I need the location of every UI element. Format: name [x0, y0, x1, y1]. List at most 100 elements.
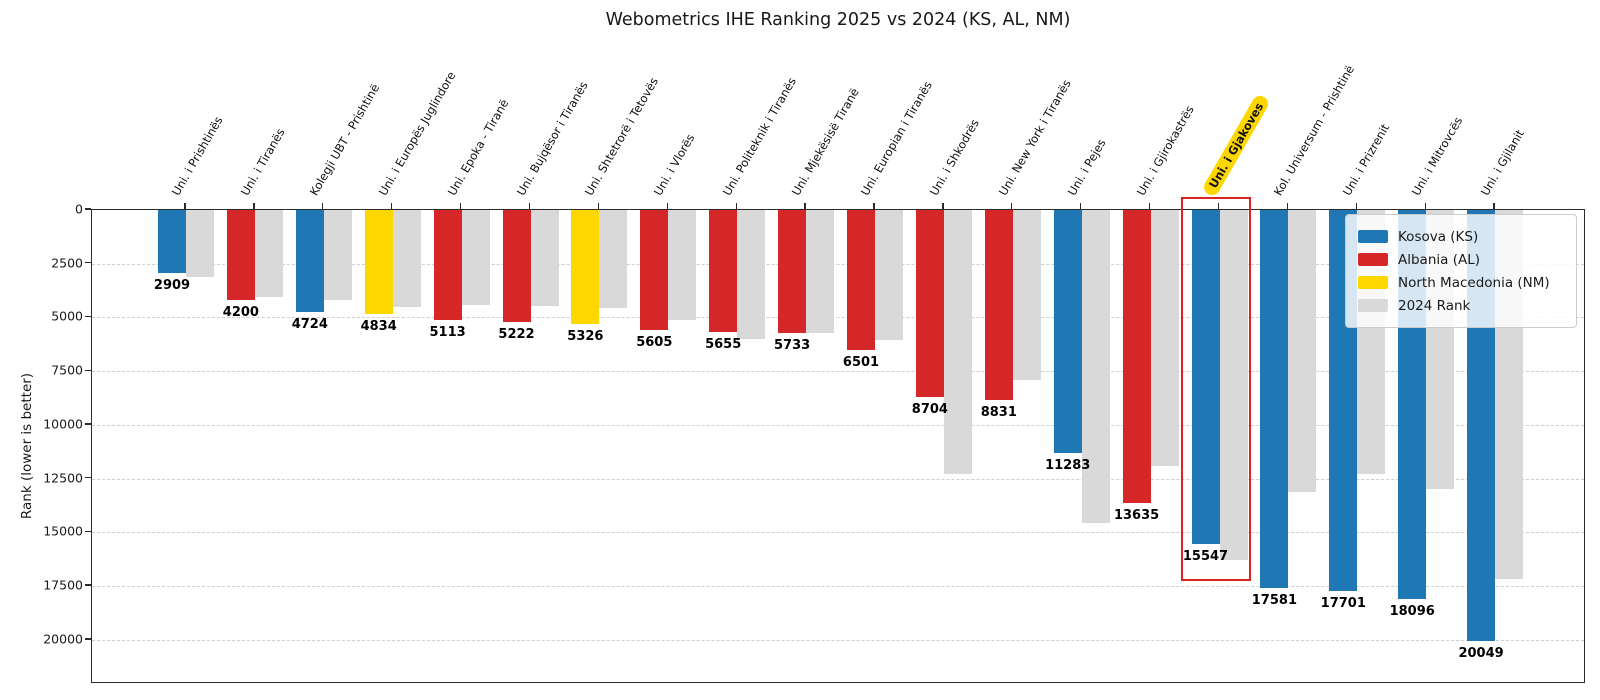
bar-2024-8 [737, 210, 766, 339]
x-tick-mark [1148, 203, 1151, 209]
bar-2024-5 [530, 210, 559, 306]
x-tick-mark [528, 203, 531, 209]
legend-row-0: Kosova (KS) [1358, 225, 1564, 248]
bar-2024-4 [461, 210, 490, 305]
bar-2025-al-14 [1122, 210, 1151, 504]
x-tick-mark [1011, 203, 1013, 209]
y-tick-label-20000: 20000 [43, 631, 83, 647]
x-tick-mark [1217, 203, 1220, 209]
y-tick-label-5000: 5000 [51, 308, 83, 324]
y-tick-label-10000: 10000 [43, 416, 83, 432]
y-tick-mark [85, 369, 91, 371]
x-tick-mark [459, 203, 462, 209]
value-label-9: 5733 [774, 338, 811, 354]
x-label-6: Uni. Shtetrorë i Tetovës [582, 74, 662, 198]
x-label-10: Uni. Europian i Tiranës [857, 78, 935, 198]
bar-2024-7 [668, 210, 697, 320]
y-tick-mark [85, 262, 91, 264]
x-label-4: Uni. Epoka - Tiranë [444, 96, 511, 198]
bar-2024-13 [1081, 210, 1110, 523]
x-label-8: Uni. Politeknik i Tiranës [720, 74, 800, 198]
bar-2025-al-1 [226, 210, 255, 301]
x-label-18: Uni. i Mitrovcës [1409, 114, 1466, 198]
legend-swatch-1 [1358, 253, 1388, 266]
bar-2024-0 [186, 210, 214, 277]
legend-row-2: North Macedonia (NM) [1358, 271, 1564, 294]
x-label-11: Uni. i Shkodrës [926, 116, 982, 198]
x-tick-mark [253, 203, 255, 209]
plot-area: 2909 4200 4724 4834 5113 5222 5326 5605 5655 5733… [91, 209, 1585, 683]
value-label-1: 4200 [222, 305, 259, 321]
value-label-6: 5326 [567, 329, 604, 345]
bar-2024-11 [943, 210, 972, 475]
y-tick-mark [85, 530, 91, 533]
y-tick-label-7500: 7500 [51, 362, 83, 378]
value-label-3: 4834 [360, 318, 397, 334]
gridline-20000 [92, 639, 1584, 641]
value-label-2: 4724 [291, 316, 328, 332]
x-label-16: Kol. Universum - Prishtinë [1271, 62, 1358, 198]
x-label-7: Uni. i Vlorës [651, 131, 698, 198]
x-tick-mark [1424, 203, 1426, 209]
legend-row-3: 2024 Rank [1358, 294, 1564, 317]
x-label-19: Uni. i Gjilanit [1477, 127, 1527, 198]
value-label-18: 18096 [1389, 604, 1435, 619]
chart-title: Webometrics IHE Ranking 2025 vs 2024 (KS… [605, 10, 1071, 30]
bar-2024-9 [806, 210, 835, 333]
bar-2024-6 [599, 210, 628, 308]
x-label-14: Uni. i Gjirokastrës [1133, 103, 1197, 198]
y-tick-mark [85, 208, 91, 210]
bar-2025-al-4 [433, 210, 462, 320]
legend-label-1: Albania (AL) [1398, 251, 1480, 268]
value-label-15: 15547 [1182, 549, 1229, 565]
bar-2025-nm-3 [364, 210, 393, 314]
x-label-17: Uni. i Prizrenit [1340, 121, 1393, 198]
y-tick-mark [85, 638, 91, 640]
bar-2025-al-12 [984, 210, 1013, 400]
x-tick-mark [1080, 203, 1082, 209]
value-label-4: 5113 [429, 324, 466, 340]
x-label-1: Uni. i Tiranës [237, 125, 288, 198]
y-tick-label-17500: 17500 [43, 577, 83, 593]
bar-2024-3 [392, 210, 421, 307]
x-label-0: Uni. i Prishtinës [168, 113, 226, 198]
x-tick-mark [735, 203, 737, 209]
legend-label-2: North Macedonia (NM) [1398, 274, 1550, 291]
value-label-7: 5605 [636, 335, 673, 351]
gridline-15000 [92, 532, 1584, 534]
x-label-5: Uni. Bujqësor i Tiranës [513, 79, 591, 198]
x-tick-mark [804, 203, 806, 209]
legend-label-0: Kosova (KS) [1398, 228, 1479, 245]
bar-2024-14 [1150, 210, 1179, 466]
gridline-7500 [92, 371, 1584, 373]
bar-2024-12 [1012, 210, 1041, 380]
bar-2024-1 [254, 210, 283, 298]
value-label-5: 5222 [498, 327, 535, 343]
bar-2025-ks-16 [1260, 210, 1289, 588]
value-label-16: 17581 [1251, 592, 1297, 608]
x-label-13: Uni. i Pejes [1064, 136, 1109, 198]
y-tick-label-0: 0 [75, 201, 83, 217]
legend-swatch-3 [1358, 299, 1388, 312]
y-tick-mark [85, 584, 91, 586]
x-label-9: Uni. Mjekësisë Tiranë [788, 85, 862, 198]
value-label-8: 5655 [705, 336, 742, 352]
x-label-12: Uni. New York i Tiranës [995, 77, 1074, 198]
gridline-17500 [92, 586, 1584, 588]
value-label-11: 8704 [911, 402, 948, 418]
value-label-14: 13635 [1113, 508, 1160, 524]
y-tick-mark [85, 477, 91, 479]
bar-2025-al-7 [640, 210, 669, 331]
x-tick-mark [1493, 203, 1495, 209]
legend-row-1: Albania (AL) [1358, 248, 1564, 271]
legend-swatch-2 [1358, 276, 1388, 289]
x-label-highlighted-15: Uni. i Gjakoves [1200, 92, 1271, 198]
x-label-2: Kolegji UBT - Prishtinë [306, 81, 383, 198]
y-axis-label: Rank (lower is better) [19, 372, 35, 520]
value-label-19: 20049 [1458, 645, 1504, 661]
bar-2025-ks-2 [295, 210, 324, 312]
value-label-12: 8831 [980, 404, 1017, 420]
gridline-5000 [92, 317, 1584, 319]
legend-label-3: 2024 Rank [1398, 297, 1471, 314]
